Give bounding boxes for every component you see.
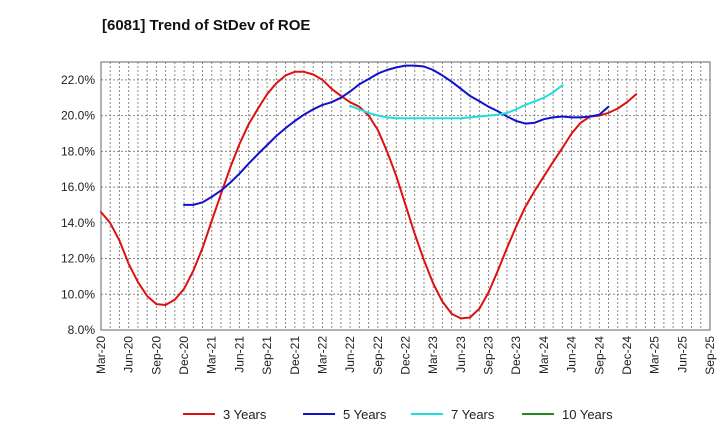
x-tick-label: Dec-24 bbox=[620, 336, 634, 375]
x-axis-ticks: Mar-20 Jun-20 Sep-20 Dec-20 Mar-21 Jun-21 Sep-… bbox=[94, 336, 717, 375]
x-tick-label: Jun-21 bbox=[232, 336, 246, 373]
y-tick-label: 10.0% bbox=[61, 287, 95, 301]
x-tick-label: Dec-23 bbox=[509, 336, 523, 375]
legend-label: 7 Years bbox=[451, 407, 495, 422]
y-tick-label: 14.0% bbox=[61, 216, 95, 230]
x-tick-label: Sep-25 bbox=[703, 336, 717, 375]
x-tick-label: Sep-22 bbox=[371, 336, 385, 375]
x-tick-label: Jun-23 bbox=[454, 336, 468, 373]
legend: 3 Years 5 Years 7 Years 10 Years bbox=[183, 407, 613, 422]
y-tick-label: 22.0% bbox=[61, 73, 95, 87]
chart-title: [6081] Trend of StDev of ROE bbox=[102, 17, 310, 34]
x-tick-label: Mar-22 bbox=[315, 336, 329, 374]
x-tick-label: Mar-25 bbox=[648, 336, 662, 374]
x-tick-label: Dec-21 bbox=[288, 336, 302, 375]
x-tick-label: Mar-24 bbox=[537, 336, 551, 374]
x-tick-label: Sep-24 bbox=[592, 336, 606, 375]
x-tick-label: Sep-23 bbox=[482, 336, 496, 375]
y-tick-label: 16.0% bbox=[61, 180, 95, 194]
y-axis-ticks: 8.0% 10.0% 12.0% 14.0% 16.0% 18.0% 20.0% 22.0% bbox=[61, 73, 95, 337]
series-line-3 bbox=[349, 84, 564, 120]
legend-label: 3 Years bbox=[223, 407, 267, 422]
legend-label: 10 Years bbox=[562, 407, 613, 422]
series-line-2 bbox=[183, 64, 610, 206]
x-tick-label: Jun-24 bbox=[565, 336, 579, 373]
x-tick-label: Mar-21 bbox=[205, 336, 219, 374]
y-tick-label: 12.0% bbox=[61, 252, 95, 266]
y-tick-label: 8.0% bbox=[68, 323, 96, 337]
series-lines bbox=[100, 64, 638, 320]
series-line-1 bbox=[100, 70, 638, 320]
x-tick-label: Sep-20 bbox=[149, 336, 163, 375]
legend-label: 5 Years bbox=[343, 407, 387, 422]
x-tick-label: Sep-21 bbox=[260, 336, 274, 375]
x-tick-label: Jun-25 bbox=[675, 336, 689, 373]
plot-frame bbox=[100, 61, 711, 331]
x-tick-label: Mar-23 bbox=[426, 336, 440, 374]
y-tick-label: 20.0% bbox=[61, 109, 95, 123]
x-tick-label: Dec-20 bbox=[177, 336, 191, 375]
x-tick-label: Dec-22 bbox=[399, 336, 413, 375]
x-tick-label: Jun-20 bbox=[122, 336, 136, 373]
x-tick-label: Jun-22 bbox=[343, 336, 357, 373]
grid bbox=[100, 62, 711, 331]
x-tick-label: Mar-20 bbox=[94, 336, 108, 374]
y-tick-label: 18.0% bbox=[61, 144, 95, 158]
